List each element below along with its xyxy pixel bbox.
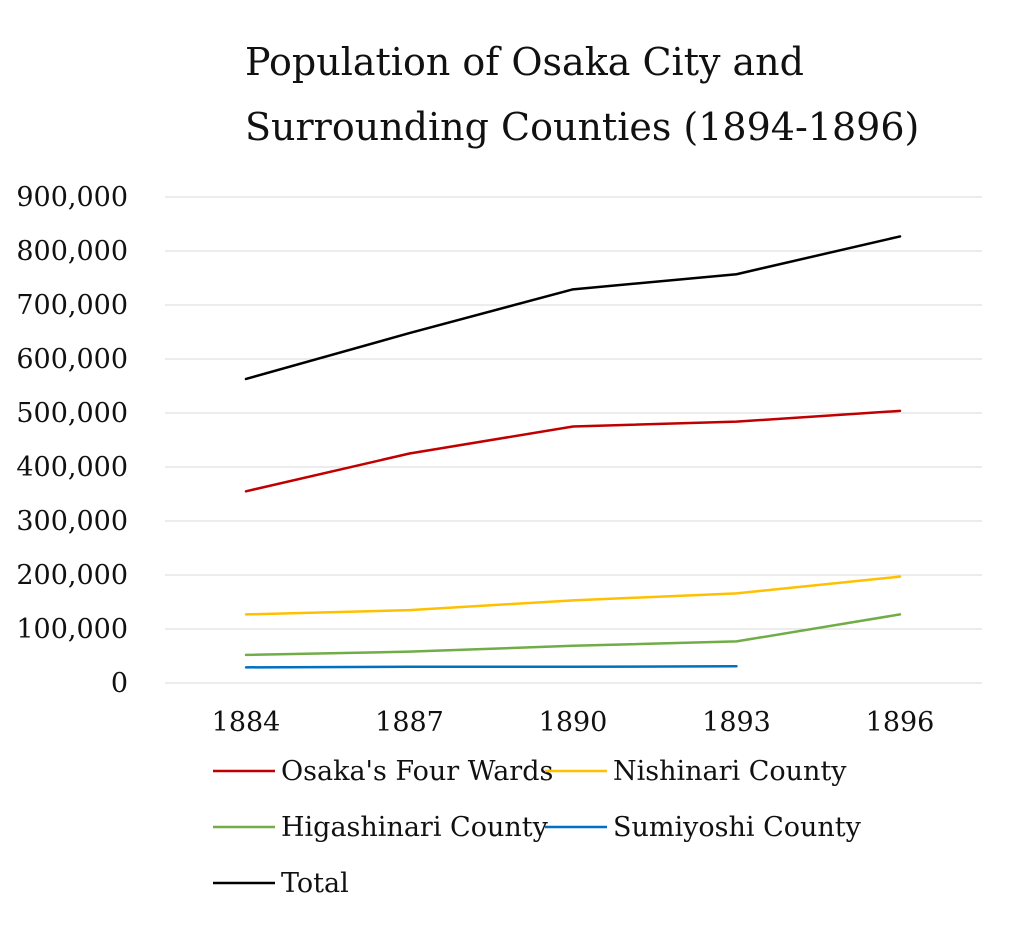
series-line-2 <box>244 613 902 657</box>
legend-item: Total <box>213 868 349 899</box>
x-tick-label: 1896 <box>866 707 935 738</box>
legend-label: Total <box>281 868 349 899</box>
series-line-4 <box>244 235 902 381</box>
legend-label: Osaka's Four Wards <box>281 756 553 787</box>
legend: Osaka's Four Wards Nishinari County Higash… <box>213 756 862 899</box>
y-tick-label: 0 <box>111 668 128 699</box>
chart-title-line-1: Population of Osaka City and <box>245 40 804 84</box>
gridlines <box>165 196 982 684</box>
legend-item: Sumiyoshi County <box>545 812 862 843</box>
series-lines <box>244 235 902 669</box>
series-line-0 <box>244 409 902 493</box>
legend-label: Higashinari County <box>281 812 549 843</box>
y-axis: 0 100,000 200,000 300,000 400,000 500,000 600,… <box>16 182 128 699</box>
y-tick-label: 200,000 <box>16 560 128 591</box>
x-axis: 1884 1887 1890 1893 1896 <box>212 707 935 738</box>
legend-item: Osaka's Four Wards <box>213 756 553 787</box>
y-tick-label: 900,000 <box>16 182 128 213</box>
legend-label: Sumiyoshi County <box>613 812 862 843</box>
y-tick-label: 400,000 <box>16 452 128 483</box>
chart-title: Population of Osaka City and Surrounding… <box>245 40 919 149</box>
y-tick-label: 800,000 <box>16 236 128 267</box>
x-tick-label: 1884 <box>212 707 281 738</box>
x-tick-label: 1893 <box>702 707 771 738</box>
y-tick-label: 100,000 <box>16 614 128 645</box>
y-tick-label: 500,000 <box>16 398 128 429</box>
chart-title-line-2: Surrounding Counties (1894-1896) <box>245 105 919 149</box>
y-tick-label: 700,000 <box>16 290 128 321</box>
series-line-1 <box>244 575 902 616</box>
x-tick-label: 1887 <box>375 707 444 738</box>
legend-item: Higashinari County <box>213 812 549 843</box>
y-tick-label: 300,000 <box>16 506 128 537</box>
x-tick-label: 1890 <box>539 707 608 738</box>
series-line-3 <box>244 665 738 669</box>
legend-item: Nishinari County <box>545 756 847 787</box>
legend-label: Nishinari County <box>613 756 847 787</box>
y-tick-label: 600,000 <box>16 344 128 375</box>
